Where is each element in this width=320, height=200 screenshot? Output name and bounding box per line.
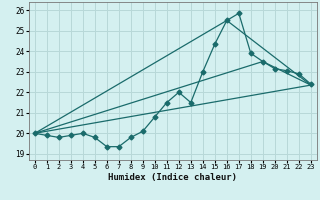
X-axis label: Humidex (Indice chaleur): Humidex (Indice chaleur) bbox=[108, 173, 237, 182]
